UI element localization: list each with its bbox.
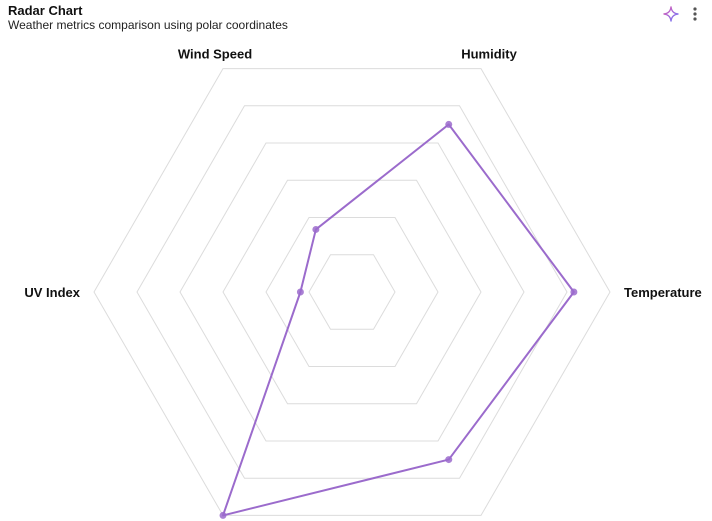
grid-ring xyxy=(136,105,568,479)
chart-actions xyxy=(662,4,704,24)
data-point xyxy=(570,288,578,296)
grid-ring xyxy=(93,68,611,516)
grid-ring xyxy=(308,254,396,330)
axis-label: UV Index xyxy=(24,285,80,300)
grid-ring xyxy=(179,142,525,442)
grid-ring xyxy=(265,217,439,367)
grid-ring xyxy=(222,179,482,405)
grid-layer xyxy=(93,68,611,516)
data-point xyxy=(445,456,453,464)
axis-label: Wind Speed xyxy=(178,47,252,62)
chart-subtitle: Weather metrics comparison using polar c… xyxy=(8,18,288,32)
data-point xyxy=(219,511,227,519)
data-point xyxy=(312,225,320,233)
data-point xyxy=(296,288,304,296)
axis-label: Temperature xyxy=(624,285,702,300)
series-layer xyxy=(219,120,578,519)
series-line xyxy=(222,123,575,517)
more-vertical-icon[interactable] xyxy=(686,4,704,24)
chart-title: Radar Chart xyxy=(8,3,83,18)
sparkle-icon[interactable] xyxy=(662,4,680,24)
chart-header: Radar Chart Weather metrics comparison u… xyxy=(8,3,288,33)
axis-label: Humidity xyxy=(461,47,517,62)
data-point xyxy=(445,120,453,128)
